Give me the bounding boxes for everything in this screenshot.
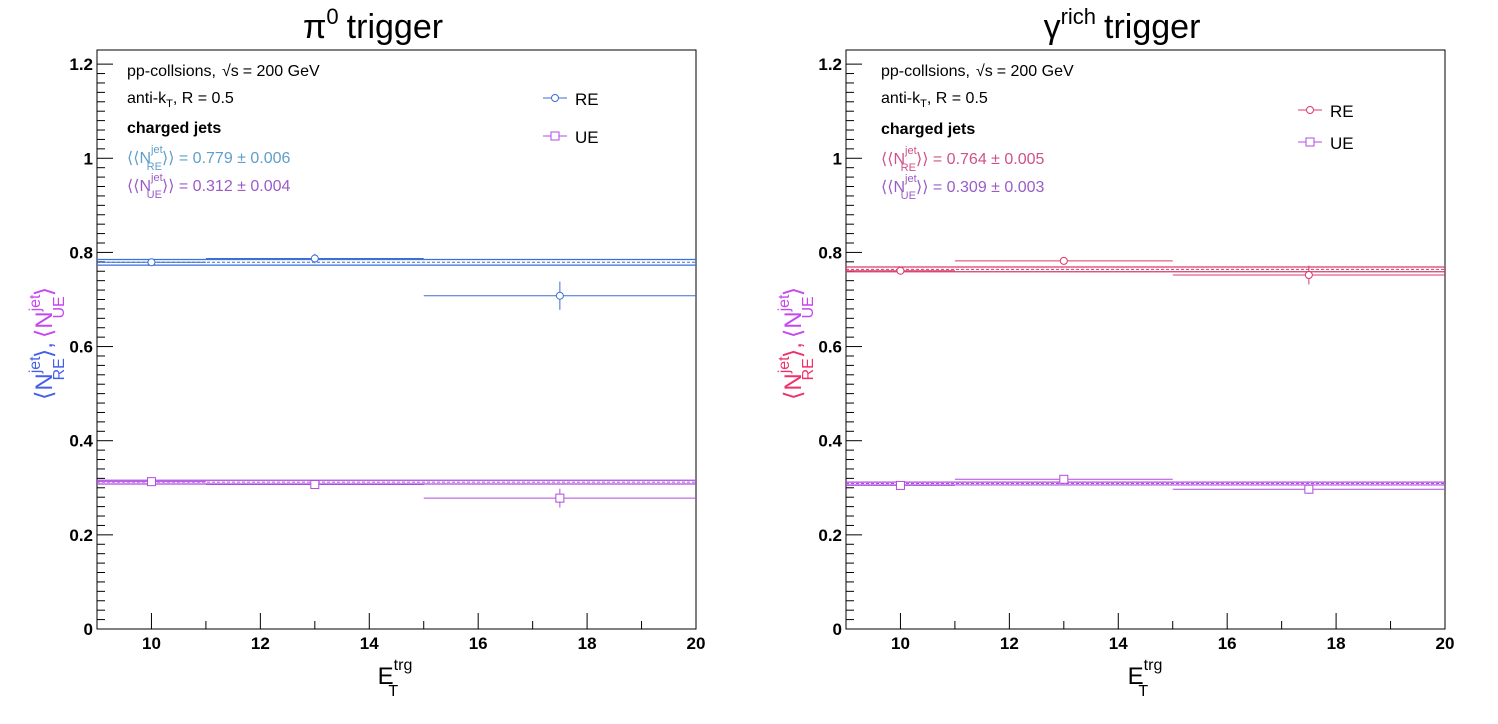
data-point-re (896, 266, 905, 275)
legend-label-ue: UE (1330, 134, 1354, 153)
y-tick-label: 0.6 (818, 338, 842, 357)
x-tick-label: 12 (1000, 634, 1019, 653)
annotation-mean-ue: ⟨⟨Njet UE⟩⟩ = 0.309 ± 0.003 (881, 173, 1045, 202)
y-axis-label: ⟨Njet RE⟩,⟨Njet UE⟩ (776, 287, 817, 400)
y-tick-label: 1.2 (818, 55, 842, 74)
y-tick-label: 0.6 (69, 338, 93, 357)
panel-pi0: π0 trigger 00.20.40.60.811.210 12 14 16 18 20 … (27, 4, 705, 700)
x-tick-label: 10 (142, 634, 161, 653)
legend-entry-re: RE (1298, 102, 1354, 121)
annotation-jets: charged jets (881, 121, 975, 138)
x-tick-label: 16 (1218, 634, 1237, 653)
x-tick-label: 18 (1327, 634, 1346, 653)
data-point-ue (1059, 474, 1069, 484)
y-tick-label: 0.8 (818, 243, 842, 262)
y-tick-label: 1 (833, 149, 842, 168)
annotation-block: pp-collsions, √s = 200 GeV anti-kT, R = 0.… (881, 63, 1074, 202)
axes: 0 0.2 0.4 0.6 0.8 1 1.2 10 12 14 16 18 20 (69, 55, 705, 653)
square-marker-icon (550, 131, 560, 141)
circle-marker-icon (551, 94, 559, 102)
x-axis-label: Etrg T (378, 657, 413, 700)
y-axis-label: ⟨Njet RE⟩,⟨Njet UE⟩ (27, 287, 68, 400)
legend-entry-re: RE (543, 90, 599, 109)
annotation-jets: charged jets (127, 120, 221, 137)
y-tick-label: 0.8 (69, 243, 93, 262)
chart-title: π0 trigger (303, 4, 443, 46)
annotation-algorithm: anti-kT, R = 0.5 (127, 90, 234, 110)
data-point-re (1059, 256, 1068, 265)
annotation-algorithm: anti-kT, R = 0.5 (881, 90, 988, 110)
data-point-re (1304, 271, 1313, 280)
data-point-ue (146, 477, 156, 487)
x-tick-label: 20 (1436, 634, 1455, 653)
data-layer (97, 253, 696, 508)
x-tick-label: 16 (469, 634, 488, 653)
annotation-mean-re: ⟨⟨Njet RE⟩⟩ = 0.764 ± 0.005 (881, 145, 1045, 174)
y-tick-label: 1.2 (69, 55, 93, 74)
annotation-mean-ue: ⟨⟨Njet UE⟩⟩ = 0.312 ± 0.004 (127, 172, 291, 201)
annotation-energy: pp-collsions, √s = 200 GeV (881, 63, 1074, 80)
legend-label-ue: UE (575, 128, 599, 147)
legend-label-re: RE (1330, 102, 1354, 121)
data-point-re (555, 291, 564, 300)
plot-frame (96, 49, 697, 630)
x-tick-label: 14 (1109, 634, 1128, 653)
x-tick-label: 18 (578, 634, 597, 653)
annotation-energy: pp-collsions, √s = 200 GeV (127, 63, 320, 80)
square-marker-icon (1305, 137, 1315, 147)
legend-entry-ue: UE (1298, 134, 1354, 153)
x-tick-label: 20 (687, 634, 706, 653)
data-point-re (147, 258, 156, 267)
x-tick-label: 10 (891, 634, 910, 653)
x-tick-label: 14 (360, 634, 379, 653)
legend-entry-ue: UE (543, 128, 599, 147)
chart-title: γrich trigger (1044, 4, 1201, 46)
y-tick-label: 0.4 (818, 432, 842, 451)
y-tick-label: 0.4 (69, 432, 93, 451)
data-point-ue (310, 479, 320, 489)
x-axis-label: Etrg T (1128, 657, 1163, 700)
y-tick-label: 0 (833, 620, 842, 639)
y-tick-label: 0 (84, 620, 93, 639)
legend: RE UE (543, 90, 599, 147)
data-point-ue (1304, 484, 1314, 494)
annotation-block: pp-collsions, √s = 200 GeV anti-kT, R = 0.… (127, 63, 320, 201)
y-tick-label: 1 (84, 149, 93, 168)
legend: RE UE (1298, 102, 1354, 153)
axes: 0 0.2 0.4 0.6 0.8 1 1.2 10 12 14 16 18 20 (818, 55, 1454, 653)
data-point-ue (555, 493, 565, 503)
y-tick-label: 0.2 (818, 526, 842, 545)
data-point-re (310, 254, 319, 263)
y-tick-label: 0.2 (69, 526, 93, 545)
data-point-ue (895, 480, 905, 490)
legend-label-re: RE (575, 90, 599, 109)
panel-gamma-rich: γrich trigger 0 0.2 0.4 0.6 0.8 1 1.2 10 12 14 16 18… (776, 4, 1454, 700)
data-layer (846, 256, 1445, 494)
annotation-mean-re: ⟨⟨Njet RE⟩⟩ = 0.779 ± 0.006 (127, 144, 291, 173)
circle-marker-icon (1306, 106, 1314, 114)
x-tick-label: 12 (251, 634, 270, 653)
plot-frame (845, 49, 1446, 630)
